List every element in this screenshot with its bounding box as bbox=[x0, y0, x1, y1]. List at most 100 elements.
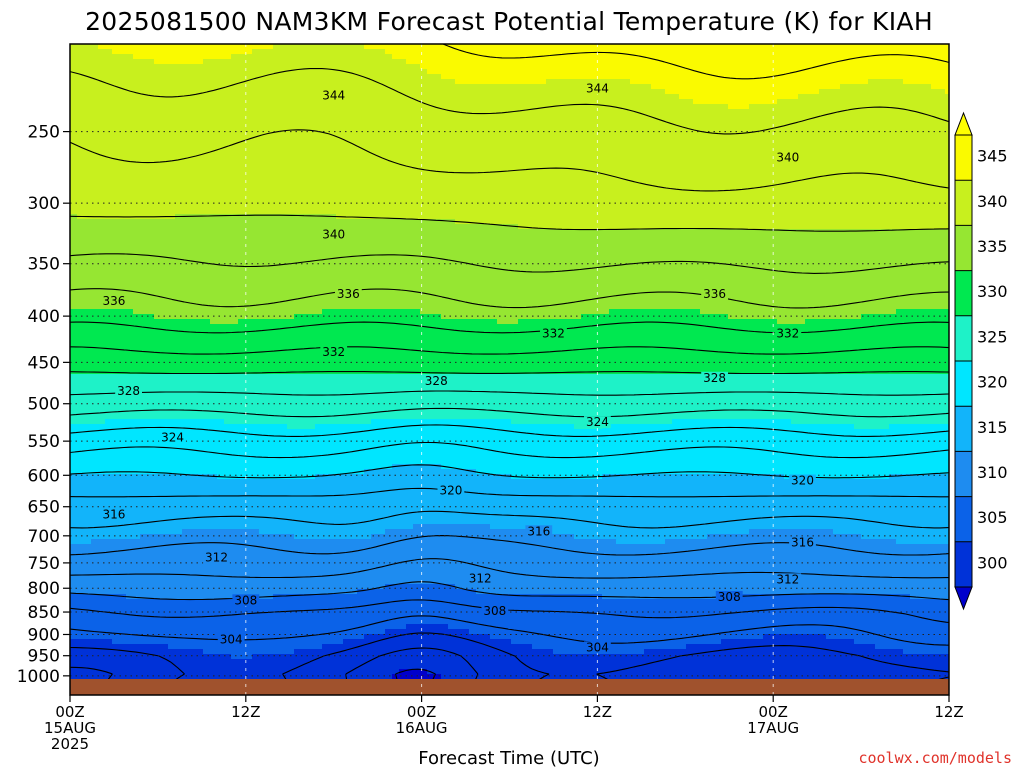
field-cell bbox=[721, 144, 729, 150]
field-cell bbox=[917, 209, 925, 215]
field-cell bbox=[728, 149, 736, 155]
field-cell bbox=[938, 84, 946, 90]
field-cell bbox=[196, 79, 204, 85]
field-cell bbox=[385, 144, 393, 150]
field-cell bbox=[385, 189, 393, 195]
field-cell bbox=[840, 79, 848, 85]
field-cell bbox=[910, 54, 918, 60]
field-cell bbox=[574, 219, 582, 225]
field-cell bbox=[266, 139, 274, 145]
field-cell bbox=[504, 104, 512, 110]
field-cell bbox=[203, 124, 211, 130]
field-cell bbox=[672, 99, 680, 105]
field-cell bbox=[700, 49, 708, 55]
field-cell bbox=[315, 54, 323, 60]
field-cell bbox=[672, 64, 680, 70]
field-cell bbox=[266, 229, 274, 235]
field-cell bbox=[462, 94, 470, 100]
field-cell bbox=[560, 219, 568, 225]
field-cell bbox=[462, 79, 470, 85]
field-cell bbox=[350, 114, 358, 120]
field-cell bbox=[532, 189, 540, 195]
field-cell bbox=[357, 224, 365, 230]
field-cell bbox=[259, 224, 267, 230]
field-cell bbox=[700, 164, 708, 170]
field-cell bbox=[189, 159, 197, 165]
field-cell bbox=[238, 104, 246, 110]
field-cell bbox=[539, 109, 547, 115]
field-cell bbox=[812, 169, 820, 175]
field-cell bbox=[840, 234, 848, 240]
field-cell bbox=[924, 174, 932, 180]
field-cell bbox=[420, 229, 428, 235]
field-cell bbox=[455, 224, 463, 230]
field-cell bbox=[399, 219, 407, 225]
field-cell bbox=[945, 129, 949, 135]
field-cell bbox=[315, 69, 323, 75]
field-cell bbox=[735, 94, 743, 100]
field-cell bbox=[581, 114, 589, 120]
field-cell bbox=[294, 74, 302, 80]
field-cell bbox=[567, 214, 575, 220]
field-cell bbox=[609, 234, 617, 240]
field-cell bbox=[70, 219, 78, 225]
field-cell bbox=[350, 184, 358, 190]
field-cell bbox=[616, 154, 624, 160]
field-cell bbox=[868, 219, 876, 225]
field-cell bbox=[266, 154, 274, 160]
field-cell bbox=[140, 199, 148, 205]
field-cell bbox=[133, 49, 141, 55]
field-cell bbox=[805, 129, 813, 135]
field-cell bbox=[161, 74, 169, 80]
field-cell bbox=[266, 234, 274, 240]
field-cell bbox=[308, 74, 316, 80]
field-cell bbox=[756, 164, 764, 170]
field-cell bbox=[525, 239, 533, 245]
field-cell bbox=[875, 224, 883, 230]
field-cell bbox=[287, 54, 295, 60]
field-cell bbox=[812, 99, 820, 105]
field-cell bbox=[315, 139, 323, 145]
field-cell bbox=[700, 134, 708, 140]
field-cell bbox=[119, 194, 127, 200]
field-cell bbox=[70, 129, 78, 135]
field-cell bbox=[175, 174, 183, 180]
field-cell bbox=[749, 74, 757, 80]
field-cell bbox=[462, 114, 470, 120]
field-cell bbox=[560, 119, 568, 125]
field-cell bbox=[280, 64, 288, 70]
field-cell bbox=[217, 189, 225, 195]
field-cell bbox=[553, 94, 561, 100]
field-cell bbox=[847, 214, 855, 220]
field-cell bbox=[861, 194, 869, 200]
field-cell bbox=[392, 54, 400, 60]
field-cell bbox=[546, 199, 554, 205]
field-cell bbox=[938, 109, 946, 115]
field-cell bbox=[637, 129, 645, 135]
field-cell bbox=[693, 129, 701, 135]
field-cell bbox=[175, 104, 183, 110]
field-cell bbox=[280, 144, 288, 150]
field-cell bbox=[210, 54, 218, 60]
field-cell bbox=[763, 229, 771, 235]
field-cell bbox=[70, 109, 78, 115]
field-cell bbox=[252, 114, 260, 120]
field-cell bbox=[651, 149, 659, 155]
field-cell bbox=[70, 149, 78, 155]
field-cell bbox=[854, 204, 862, 210]
field-cell bbox=[280, 189, 288, 195]
field-cell bbox=[742, 209, 750, 215]
field-cell bbox=[77, 224, 85, 230]
field-cell bbox=[133, 184, 141, 190]
field-cell bbox=[917, 69, 925, 75]
field-cell bbox=[875, 194, 883, 200]
field-cell bbox=[98, 54, 106, 60]
field-cell bbox=[126, 219, 134, 225]
field-cell bbox=[413, 154, 421, 160]
field-cell bbox=[910, 104, 918, 110]
field-cell bbox=[637, 189, 645, 195]
field-cell bbox=[665, 99, 673, 105]
field-cell bbox=[378, 219, 386, 225]
field-cell bbox=[637, 59, 645, 65]
field-cell bbox=[483, 79, 491, 85]
